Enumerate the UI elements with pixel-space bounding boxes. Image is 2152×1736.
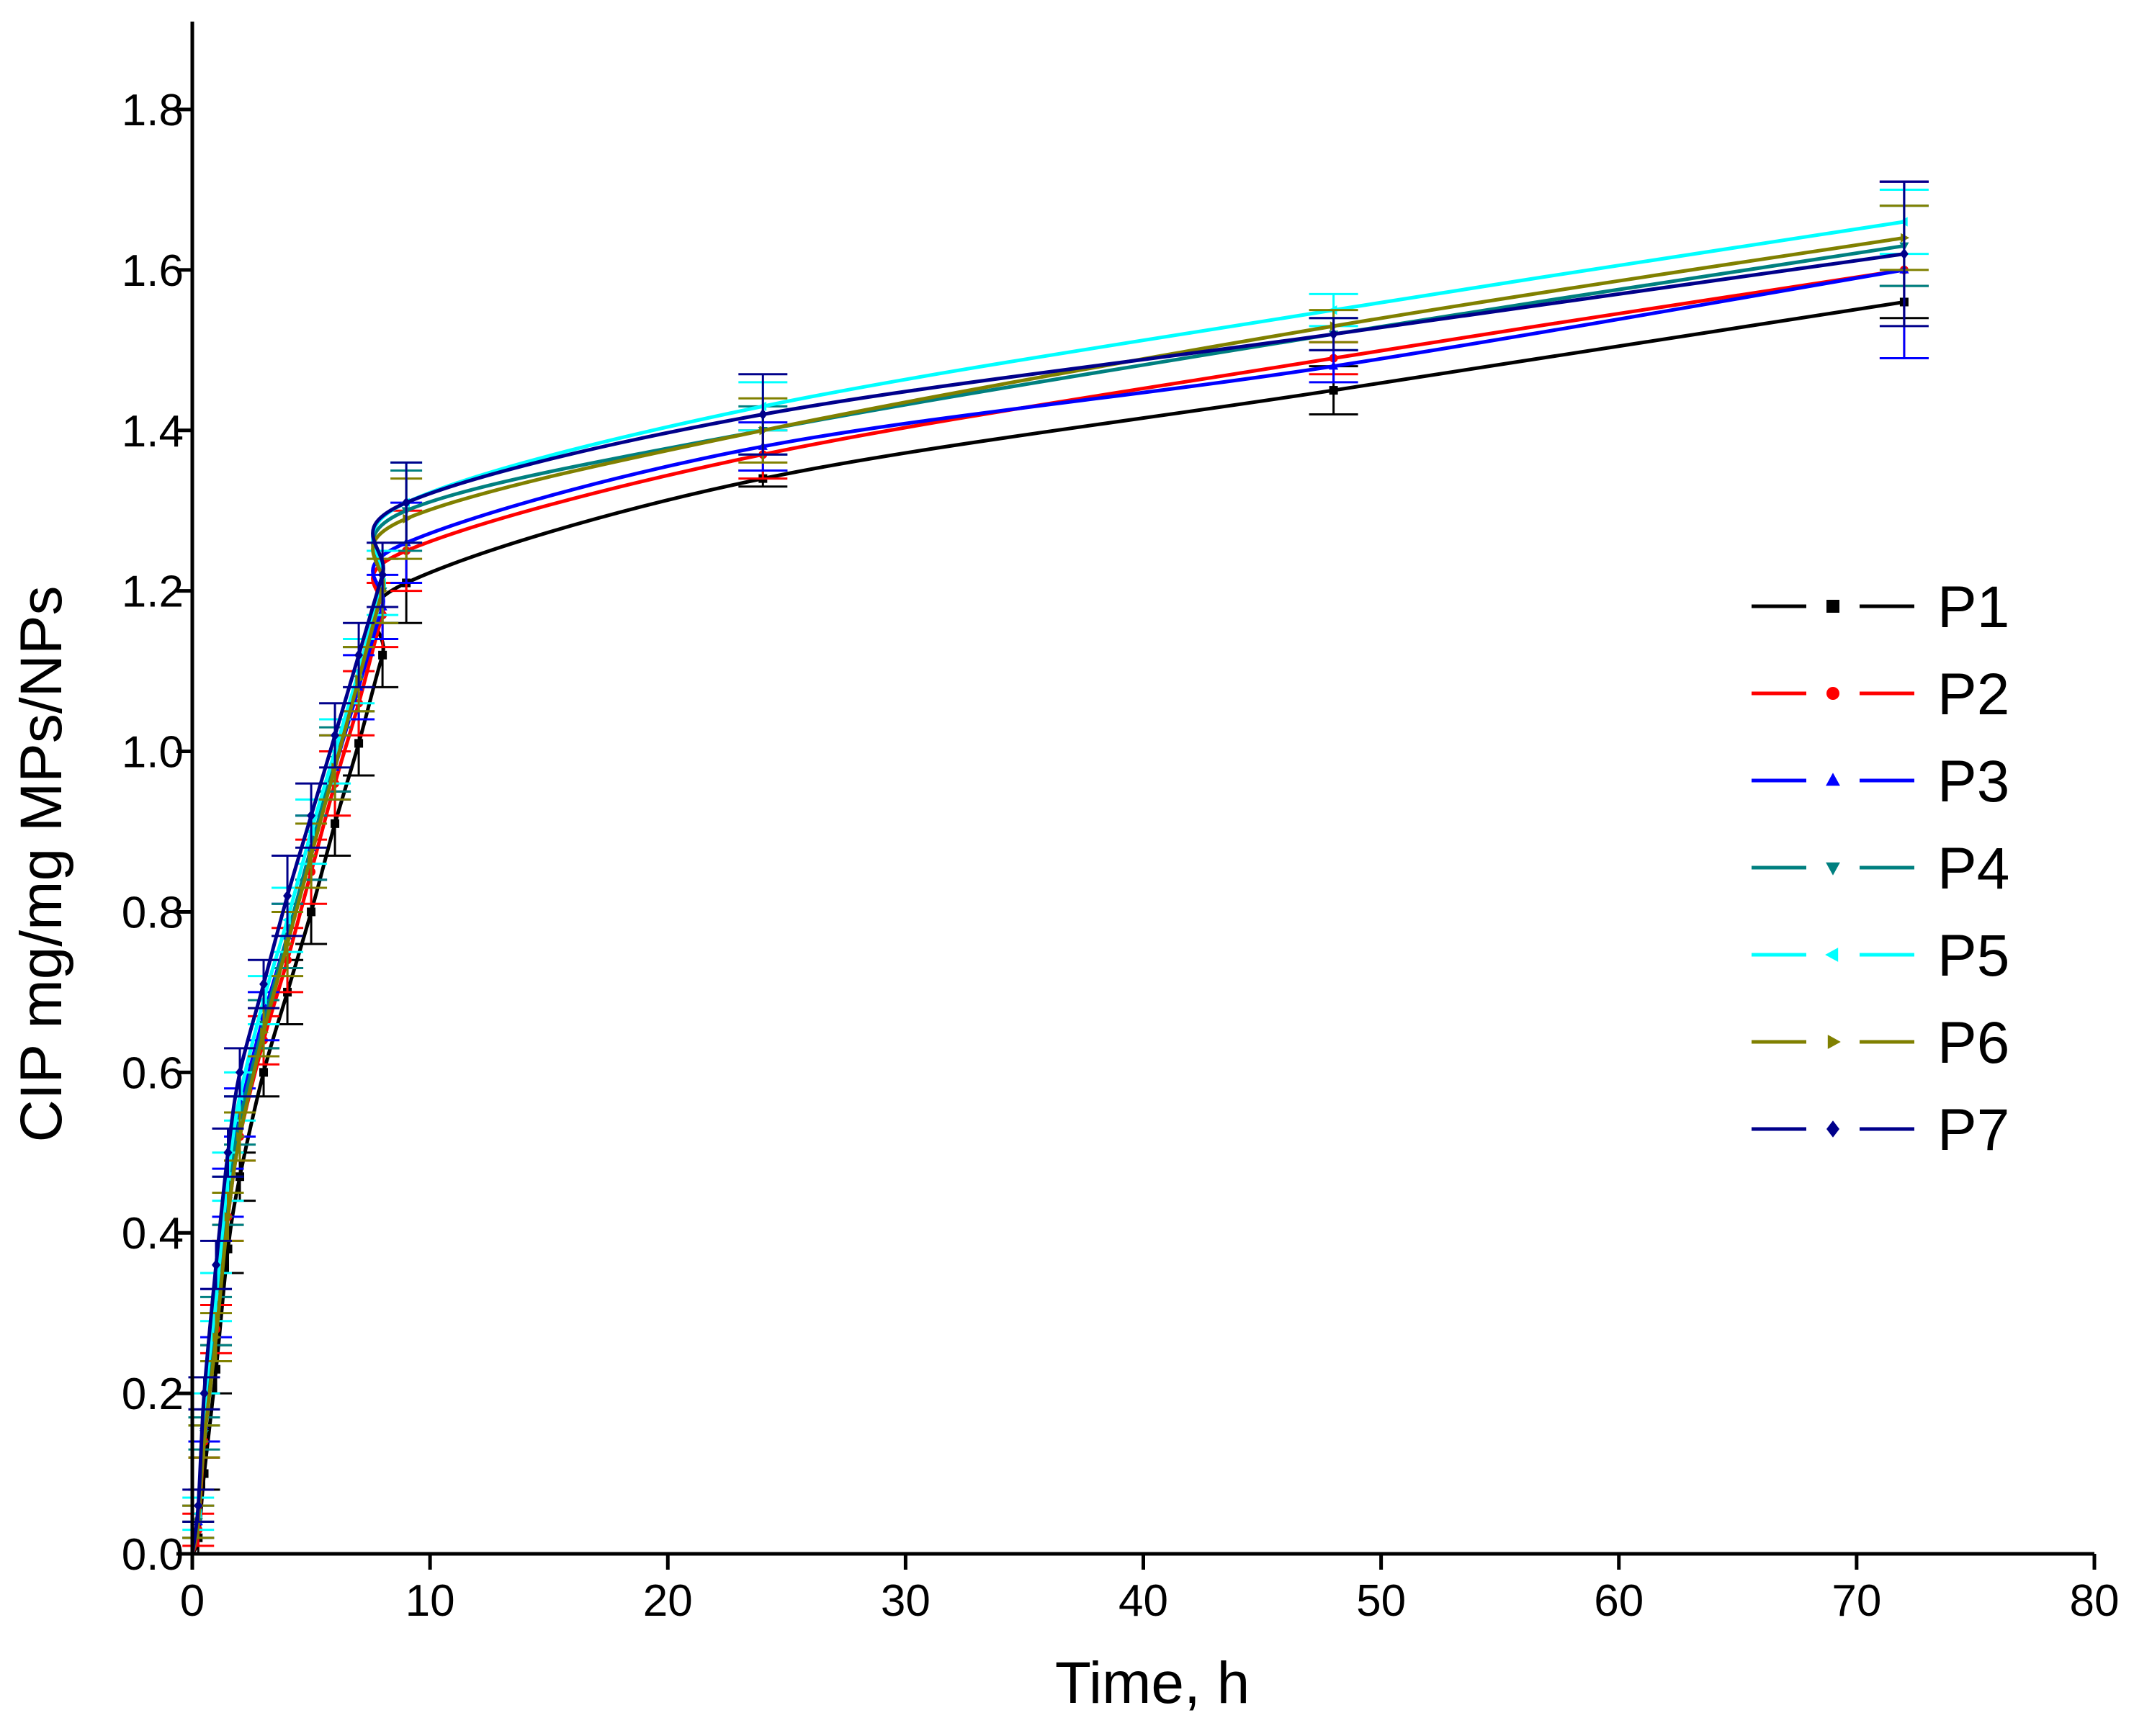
- series-P3: [182, 180, 1929, 1555]
- data-point-P6: [260, 1027, 269, 1038]
- series-line-P6: [190, 235, 1905, 1555]
- legend-item-P3: P3: [1752, 749, 2009, 814]
- data-point-P7: [1329, 328, 1338, 340]
- y-tick-label: 0.0: [122, 1530, 184, 1580]
- series-line-P5: [190, 220, 1905, 1555]
- y-tick-label: 0.4: [122, 1209, 184, 1259]
- legend: P1 P2 P3 P4 P5 P6 P7: [1752, 575, 2009, 1163]
- data-point-P6: [224, 1212, 233, 1222]
- series-P1: [182, 284, 1929, 1555]
- legend-item-P4: P4: [1752, 836, 2009, 901]
- data-point-P7: [212, 1259, 221, 1271]
- data-point-P1: [354, 739, 364, 748]
- axes-layer: 0 10 20 30 40 50 60 70 80 0.0 0.2 0.4 0.6 0.8 1.0 1.2 1.…: [122, 22, 2120, 1626]
- x-tick-label: 80: [2070, 1576, 2120, 1626]
- series-P6: [182, 204, 1929, 1555]
- y-tick-label: 0.2: [122, 1370, 184, 1419]
- legend-marker: [1826, 687, 1839, 700]
- data-point-P5: [210, 1292, 220, 1302]
- legend-label: P4: [1937, 836, 2009, 901]
- series-layer: [182, 180, 1929, 1555]
- y-tick-label: 1.8: [122, 86, 184, 135]
- series-P4: [182, 204, 1929, 1555]
- series-P5: [182, 188, 1929, 1555]
- x-tick-label: 40: [1118, 1576, 1168, 1626]
- legend-marker: [1825, 948, 1839, 962]
- y-tick-label: 0.6: [122, 1048, 184, 1098]
- series-line-P7: [190, 252, 1905, 1555]
- legend-marker: [1826, 862, 1840, 876]
- data-point-P6: [212, 1332, 222, 1342]
- x-tick-label: 30: [881, 1576, 931, 1626]
- data-point-P7: [402, 497, 411, 508]
- y-tick-label: 1.2: [122, 567, 184, 617]
- data-point-P7: [259, 978, 269, 990]
- legend-item-P5: P5: [1752, 923, 2009, 989]
- legend-label: P6: [1937, 1010, 2009, 1076]
- data-point-P7: [223, 1146, 233, 1159]
- data-point-P7: [307, 809, 316, 822]
- series-line-P1: [190, 300, 1905, 1555]
- series-line-P3: [190, 268, 1905, 1555]
- data-point-P7: [283, 890, 292, 901]
- y-tick-label: 1.0: [122, 728, 184, 778]
- data-point-P1: [331, 819, 340, 828]
- legend-label: P5: [1937, 923, 2009, 989]
- data-point-P6: [284, 939, 293, 949]
- data-point-P7: [194, 1500, 203, 1511]
- series-line-P4: [190, 243, 1905, 1555]
- series-line-P2: [190, 268, 1905, 1555]
- data-point-P7: [331, 729, 340, 742]
- y-axis-title: CIP mg/mg MPs/NPs: [9, 585, 74, 1142]
- data-point-P3: [1329, 361, 1339, 370]
- x-tick-label: 0: [180, 1576, 205, 1626]
- legend-item-P6: P6: [1752, 1010, 2009, 1076]
- x-tick-label: 70: [1832, 1576, 1881, 1626]
- data-point-P7: [354, 649, 364, 661]
- legend-marker: [1826, 1120, 1839, 1138]
- data-point-P7: [378, 569, 387, 581]
- data-point-P1: [307, 907, 316, 917]
- data-point-P7: [236, 1066, 245, 1079]
- data-point-P1: [1329, 386, 1338, 395]
- legend-marker: [1826, 773, 1840, 786]
- data-point-P7: [199, 1388, 209, 1399]
- series-P2: [182, 180, 1929, 1555]
- data-point-P7: [1899, 248, 1909, 260]
- y-tick-label: 1.6: [122, 246, 184, 296]
- data-point-P7: [758, 408, 768, 420]
- x-axis-title: Time, h: [1055, 1650, 1250, 1716]
- legend-label: P3: [1937, 749, 2009, 814]
- legend-label: P2: [1937, 662, 2009, 727]
- data-point-P6: [308, 850, 317, 861]
- x-tick-label: 10: [405, 1576, 455, 1626]
- legend-item-P2: P2: [1752, 662, 2009, 727]
- y-tick-label: 0.8: [122, 888, 184, 937]
- legend-item-P1: P1: [1752, 575, 2009, 640]
- data-point-P1: [259, 1068, 269, 1077]
- x-tick-label: 20: [643, 1576, 693, 1626]
- data-point-P1: [378, 650, 387, 660]
- series-P7: [182, 180, 1929, 1555]
- x-tick-label: 60: [1594, 1576, 1644, 1626]
- legend-marker: [1826, 600, 1839, 613]
- legend-marker: [1827, 1035, 1841, 1049]
- y-tick-label: 1.4: [122, 407, 184, 457]
- legend-label: P7: [1937, 1097, 2009, 1163]
- legend-item-P7: P7: [1752, 1097, 2009, 1163]
- legend-label: P1: [1937, 575, 2009, 640]
- x-tick-label: 50: [1356, 1576, 1406, 1626]
- data-point-P6: [236, 1131, 246, 1142]
